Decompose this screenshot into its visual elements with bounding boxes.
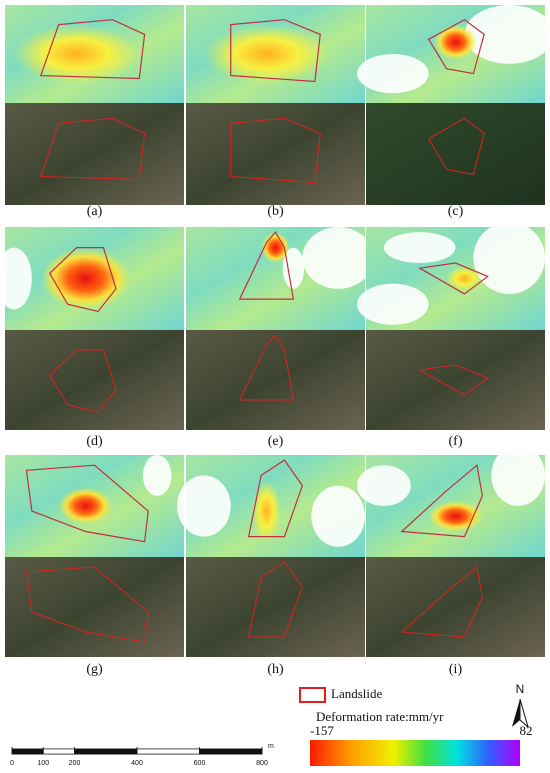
panel-label: (b) — [267, 204, 284, 219]
landslide-outline — [400, 566, 483, 638]
no-data-area — [383, 232, 456, 264]
landslide-outline — [238, 334, 294, 401]
deformation-hotspot — [446, 266, 483, 291]
scale-bar: 0 100 200 400 600 800 m — [10, 743, 274, 767]
satellite-image — [186, 557, 365, 657]
panel-label: (a) — [87, 204, 103, 219]
scale-tick-label: 400 — [131, 760, 143, 767]
panel-label: (f) — [449, 434, 463, 449]
colorbar — [310, 740, 520, 766]
panel-label: (i) — [449, 662, 463, 677]
scale-tick-label: 100 — [37, 760, 49, 767]
deformation-hotspot — [428, 500, 483, 532]
panel-label: (d) — [86, 434, 103, 449]
landslide-outline — [427, 117, 485, 175]
deformation-hotspot — [13, 24, 140, 84]
panel-label: (e) — [268, 434, 284, 449]
no-data-area — [311, 485, 365, 547]
scale-tick-label: 600 — [194, 760, 206, 767]
satellite-image — [366, 557, 545, 657]
landslide-outline — [25, 566, 149, 643]
arrow-right — [519, 698, 529, 729]
scale-tick-label: 200 — [69, 760, 81, 767]
colorbar-min: -157 — [310, 723, 334, 738]
landslide-outline — [248, 561, 303, 638]
panel-label: (g) — [86, 662, 103, 677]
legend: Landslide Deformation rate:mm/yr -157 82 — [299, 686, 533, 766]
deformation-hotspot — [434, 24, 477, 60]
landslide-outline — [418, 364, 489, 396]
deformation-hotspot — [261, 232, 290, 264]
scale-segment — [136, 748, 200, 755]
satellite-image — [366, 103, 545, 205]
landslide-label: Landslide — [331, 686, 382, 701]
no-data-area — [282, 247, 305, 289]
landslide-swatch — [299, 687, 326, 703]
panel-label: (c) — [448, 204, 464, 219]
landslide-outline — [247, 459, 304, 538]
scale-unit: m — [268, 743, 274, 750]
colorbar-max: 82 — [520, 723, 533, 738]
satellite-image — [186, 103, 365, 205]
deformation-hotspot — [203, 24, 330, 84]
satellite-image — [186, 330, 365, 430]
scale-segment — [11, 748, 44, 755]
landslide-outline — [427, 18, 485, 75]
north-label: N — [516, 682, 525, 696]
satellite-image — [5, 557, 184, 657]
landslide-outline — [39, 19, 146, 80]
landslide-outline — [48, 247, 117, 313]
no-data-area — [177, 475, 231, 537]
arrow-left — [512, 699, 520, 727]
no-data-area — [0, 247, 32, 310]
landslide-outline — [49, 349, 117, 413]
no-data-area — [464, 5, 550, 64]
deformation-hotspot — [40, 247, 131, 310]
landslide-outline — [238, 231, 295, 300]
landslide-outline — [40, 117, 146, 181]
scale-segment — [42, 748, 75, 755]
no-data-area — [491, 444, 545, 506]
panel-label: (h) — [267, 662, 284, 677]
scale-segment — [74, 748, 138, 755]
satellite-image — [5, 330, 184, 430]
deformation-hotspot — [58, 487, 113, 525]
no-data-area — [473, 221, 545, 294]
deformation-hotspot — [252, 480, 281, 542]
satellite-image — [5, 103, 184, 205]
scale-tick-label: 800 — [256, 760, 268, 767]
no-data-area — [357, 465, 411, 506]
landslide-outline — [400, 464, 483, 538]
no-data-area — [302, 227, 374, 289]
no-data-area — [357, 54, 429, 94]
north-arrow: N — [512, 682, 529, 729]
landslide-outline — [230, 117, 321, 184]
landslide-outline — [417, 262, 489, 295]
scale-segment — [199, 748, 263, 755]
no-data-area — [142, 455, 172, 496]
no-data-area — [357, 283, 429, 325]
landslide-outline — [230, 19, 321, 83]
deformation-label: Deformation rate:mm/yr — [316, 709, 444, 724]
landslide-outline — [25, 464, 149, 543]
satellite-image — [366, 330, 545, 430]
scale-tick-label: 0 — [10, 760, 14, 767]
panel-grid: (a) (b) (c) (d) (e) (f) (g) (h) (i) — [0, 5, 550, 677]
